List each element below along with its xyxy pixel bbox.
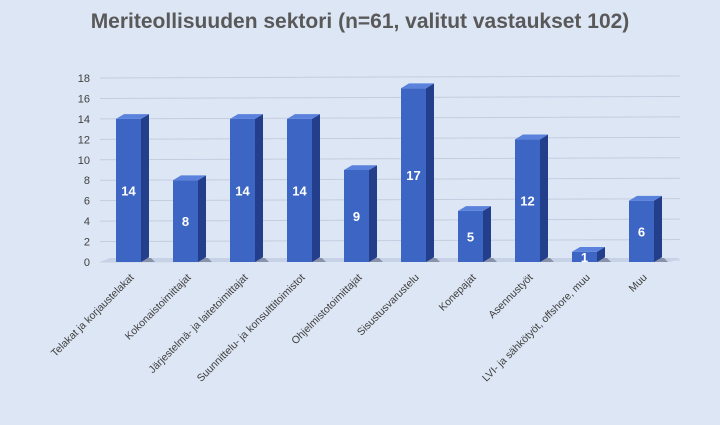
y-tick-label: 14: [78, 114, 90, 126]
gridline: [99, 116, 681, 120]
bar-top: [401, 83, 434, 89]
data-label: 14: [235, 183, 250, 198]
bar-side: [369, 165, 377, 262]
bar-side: [483, 206, 491, 262]
bar-side: [312, 114, 320, 262]
bar: 6: [629, 195, 668, 262]
bar-front: [116, 118, 141, 262]
bar-top: [287, 114, 320, 119]
bar-top: [515, 134, 548, 140]
bar-side: [597, 246, 605, 262]
y-axis: 0 2 4 6 8 10 12 14 16 18: [78, 73, 90, 269]
gridline: [99, 157, 681, 161]
category-label: Suunnittelu- ja konsulttitoimistot: [195, 272, 308, 385]
y-tick-label: 16: [78, 93, 90, 105]
bar-top: [230, 114, 263, 119]
bar-top: [344, 165, 377, 170]
data-label: 9: [353, 209, 360, 224]
bar-side: [540, 134, 548, 262]
bar: 8: [173, 175, 212, 262]
bar-top: [572, 246, 605, 252]
bar-front: [287, 118, 312, 262]
bar: 14: [230, 114, 269, 262]
gridline: [99, 75, 681, 79]
category-label: LVI- ja sähkötyöt, offshore, muu: [480, 272, 593, 385]
y-tick-label: 12: [78, 134, 90, 146]
bar-front: [515, 139, 540, 262]
y-tick-label: 6: [84, 196, 90, 208]
bar-top: [458, 206, 491, 211]
bar-side: [654, 195, 662, 262]
y-tick-label: 0: [84, 257, 90, 269]
bar: 17: [401, 83, 440, 262]
category-label: Konepajat: [437, 272, 479, 314]
bar-front: [344, 170, 369, 262]
y-tick-label: 8: [84, 175, 90, 187]
category-label: Muu: [627, 272, 650, 295]
category-label: Järjestelmä- ja laitetoimittajat: [146, 272, 250, 376]
bar: 14: [287, 114, 326, 262]
bar-side: [141, 114, 149, 262]
bars: 14 8 14 14 9 17 5 12 1 6: [116, 83, 668, 265]
data-label: 12: [520, 194, 534, 209]
category-label: Telakat ja korjaustelakat: [49, 272, 137, 360]
gridline: [99, 95, 681, 99]
bar-front: [401, 88, 426, 262]
bar-side: [255, 114, 263, 262]
data-label: 6: [638, 224, 645, 239]
bar-side: [426, 83, 434, 262]
data-label: 1: [581, 250, 588, 265]
chart-title: Meriteollisuuden sektori (n=61, valitut …: [90, 10, 630, 33]
category-label: Sisustusvarustelu: [355, 272, 422, 339]
y-tick-label: 4: [84, 216, 90, 228]
bar-side: [198, 175, 206, 262]
bar-front: [173, 180, 198, 262]
y-tick-label: 2: [84, 237, 90, 249]
data-label: 14: [121, 183, 136, 198]
bar-front: [230, 118, 255, 262]
gridline: [99, 136, 681, 140]
data-label: 14: [292, 183, 307, 198]
bar: 9: [344, 165, 383, 262]
y-tick-label: 10: [78, 155, 90, 167]
bar-top: [173, 175, 206, 181]
bar-front: [458, 210, 483, 262]
bar-top: [629, 195, 662, 201]
data-label: 17: [406, 168, 420, 183]
bar: 14: [116, 114, 155, 262]
bar-front: [629, 200, 654, 262]
bar: 12: [515, 134, 554, 262]
y-tick-label: 18: [78, 73, 90, 85]
data-label: 8: [182, 214, 189, 229]
bar-top: [116, 114, 149, 119]
category-label: Asennustyöt: [486, 272, 535, 321]
data-label: 5: [467, 229, 474, 244]
bar: 1: [572, 246, 611, 265]
bar: 5: [458, 206, 497, 262]
x-axis: Telakat ja korjaustelakatKokonaistoimitt…: [49, 272, 650, 385]
bar-front: [572, 251, 597, 262]
